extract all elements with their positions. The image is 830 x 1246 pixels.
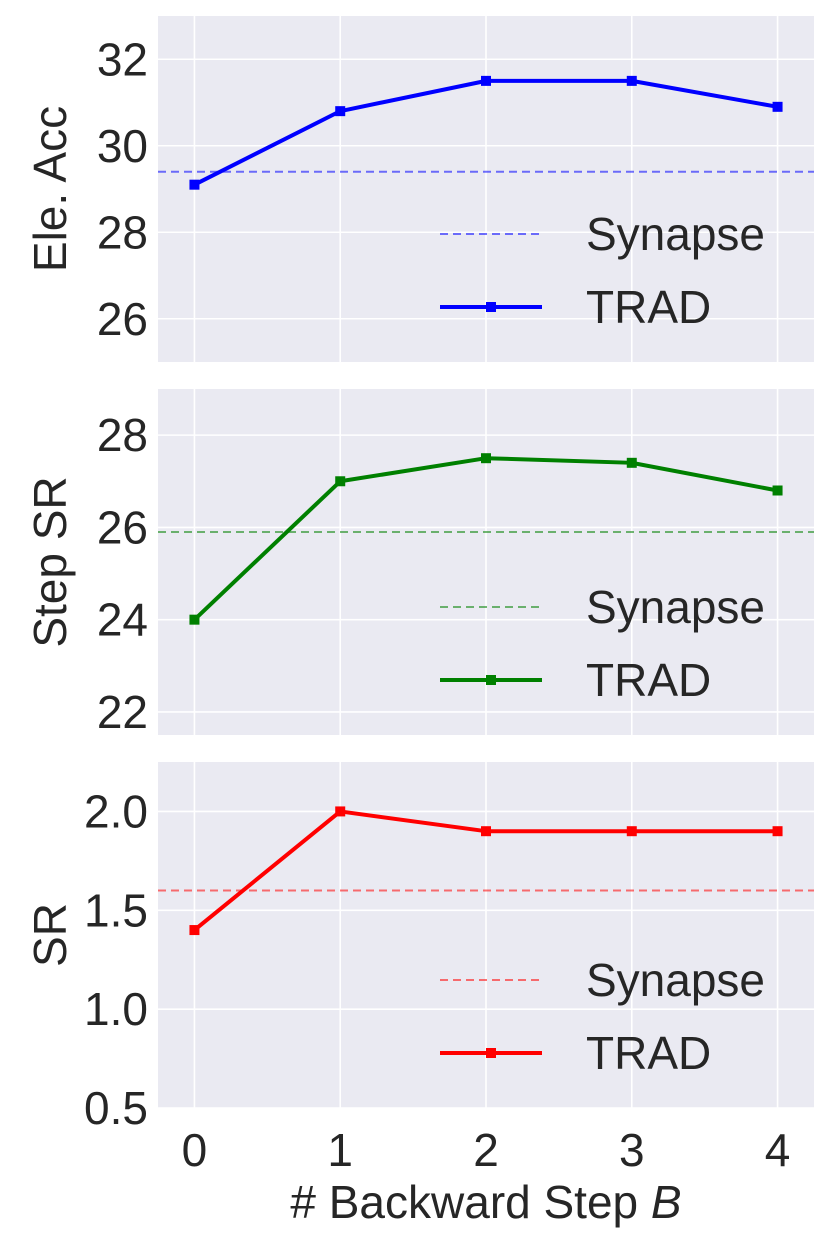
data-point	[772, 485, 783, 496]
x-tick-label: 3	[619, 1124, 645, 1176]
data-point	[335, 806, 346, 817]
data-point	[626, 826, 637, 837]
legend: Synapse TRAD	[440, 208, 765, 333]
legend-label-trad: TRAD	[586, 281, 711, 333]
x-tick-label: 2	[473, 1124, 499, 1176]
legend-marker-trad	[486, 675, 496, 685]
data-point	[481, 75, 491, 86]
data-point	[481, 826, 491, 837]
data-point	[189, 614, 200, 625]
legend: Synapse TRAD	[440, 954, 765, 1079]
y-tick-label: 30	[97, 120, 148, 172]
x-tick-label: 4	[765, 1124, 791, 1176]
x-axis-label-variable: B	[651, 1176, 682, 1228]
data-point	[481, 453, 491, 464]
data-point	[335, 476, 346, 487]
legend-marker-trad	[486, 1048, 496, 1058]
x-tick-label: 1	[327, 1124, 353, 1176]
y-axis-label: Step SR	[24, 476, 76, 647]
panel-1: 26 28 30 32 Ele. Acc Synapse TRAD	[24, 16, 814, 362]
legend-marker-trad	[486, 302, 496, 312]
data-point	[189, 179, 200, 190]
data-point	[189, 925, 200, 936]
y-axis-label: SR	[24, 903, 76, 967]
y-tick-label: 28	[97, 206, 148, 258]
y-tick-label: 22	[97, 686, 148, 738]
legend: Synapse TRAD	[440, 581, 765, 706]
legend-label-synapse: Synapse	[586, 208, 765, 260]
x-axis-label: # Backward Step B	[290, 1176, 681, 1228]
x-tick-label: 0	[182, 1124, 208, 1176]
y-axis-label: Ele. Acc	[24, 106, 76, 272]
legend-label-trad: TRAD	[586, 654, 711, 706]
y-tick-label: 28	[97, 409, 148, 461]
y-tick-label: 24	[97, 594, 148, 646]
panel-3: 0.5 1.0 1.5 2.0 SR Synapse TRAD 0 1 2 3 4	[24, 762, 814, 1176]
y-tick-label: 26	[97, 293, 148, 345]
legend-label-synapse: Synapse	[586, 954, 765, 1006]
legend-label-trad: TRAD	[586, 1027, 711, 1079]
y-tick-label: 1.5	[84, 884, 148, 936]
data-point	[772, 101, 783, 112]
x-axis-label-text: # Backward Step	[290, 1176, 651, 1228]
panel-2: 22 24 26 28 Step SR Synapse TRAD	[24, 389, 814, 738]
data-point	[772, 826, 783, 837]
data-point	[626, 457, 637, 468]
data-point	[626, 75, 637, 86]
legend-label-synapse: Synapse	[586, 581, 765, 633]
data-point	[335, 106, 346, 117]
y-tick-label: 0.5	[84, 1082, 148, 1134]
y-tick-label: 26	[97, 501, 148, 553]
y-tick-label: 32	[97, 33, 148, 85]
y-tick-label: 2.0	[84, 785, 148, 837]
y-tick-label: 1.0	[84, 983, 148, 1035]
